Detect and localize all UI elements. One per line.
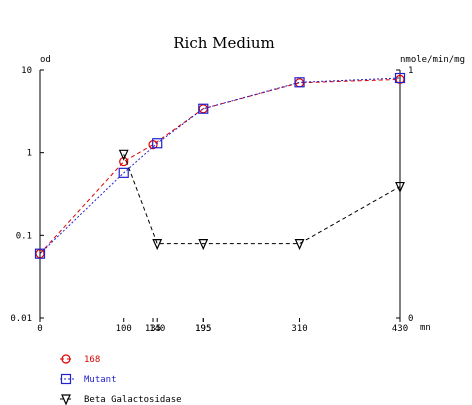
legend-marker-168 [61, 354, 71, 364]
x-tick-label: 0 [37, 324, 42, 334]
chart-title: Rich Medium [173, 34, 274, 52]
x-tick-label: 135 [145, 324, 161, 334]
series-line-168 [39, 78, 401, 255]
data-point-mutant [294, 77, 305, 88]
x-axis-unit-label: mn [420, 323, 431, 333]
x-tick-label: 140 [149, 324, 165, 334]
series-line-beta-galactosidase [123, 154, 401, 245]
data-point-beta-galactosidase [395, 181, 405, 194]
data-point-168 [119, 156, 129, 167]
y-left-axis-label: od [40, 55, 51, 65]
x-tick-label: 430 [392, 324, 408, 334]
x-tick-label: 195 [195, 324, 211, 334]
y-left-tick-label: 0.1 [16, 231, 32, 241]
x-tick-label: 100 [116, 324, 132, 334]
y-right-tick-label: 0 [408, 314, 413, 324]
data-point-mutant [198, 103, 209, 114]
data-point-mutant [152, 138, 163, 149]
y-right-tick-label: 1 [408, 66, 413, 76]
legend-label-168: 168 [84, 355, 100, 365]
x-tick-label: 310 [291, 324, 307, 334]
y-left-tick-label: 0.01 [10, 314, 32, 324]
data-point-beta-galactosidase [118, 149, 129, 161]
legend-marker-beta-galactosidase [61, 394, 71, 405]
legend-label-mutant: Mutant [84, 375, 117, 385]
y-left-tick-label: 10 [21, 66, 32, 76]
data-point-beta-galactosidase [152, 239, 163, 251]
series-line-mutant [39, 77, 401, 255]
data-point-beta-galactosidase [198, 239, 209, 251]
x-tick-label: 195 [195, 324, 211, 334]
legend-marker-mutant [60, 373, 72, 385]
data-point-mutant [394, 72, 406, 84]
y-left-tick-label: 1 [27, 149, 32, 159]
data-point-beta-galactosidase [294, 239, 305, 251]
data-point-mutant [118, 167, 129, 178]
legend: 168 Mutant Beta Galactosidase [60, 354, 182, 405]
data-point-mutant [34, 248, 46, 259]
legend-label-beta-galactosidase: Beta Galactosidase [84, 395, 182, 405]
y-right-axis-label: nmole/min/mg [400, 55, 465, 65]
